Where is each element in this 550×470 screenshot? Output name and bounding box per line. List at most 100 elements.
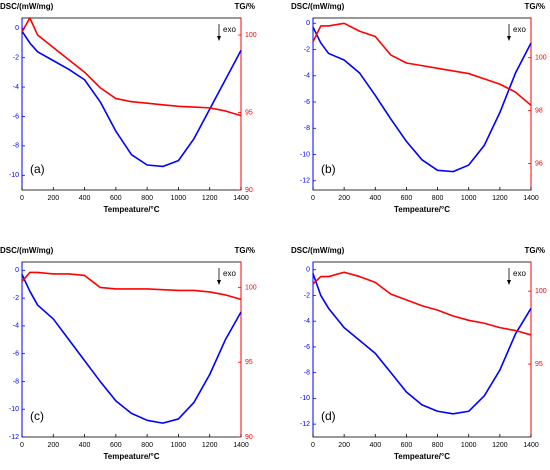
y-tick-label: -2 xyxy=(304,292,310,299)
x-tick-label: 800 xyxy=(141,195,153,202)
y-tick-label: -8 xyxy=(13,378,19,385)
x-tick-label: 400 xyxy=(369,195,381,202)
x-tick-label: 1200 xyxy=(492,195,508,202)
y2-tick-label: 90 xyxy=(245,187,253,194)
x-tick-label: 1400 xyxy=(523,442,539,449)
x-axis-label: Tempeature/°C xyxy=(394,205,450,214)
y-tick-label: -4 xyxy=(13,323,19,330)
plot-frame xyxy=(312,17,532,191)
x-tick-label: 600 xyxy=(110,442,122,449)
y-tick-label: -10 xyxy=(300,151,310,158)
y-tick-label: 0 xyxy=(306,20,310,27)
exo-arrow-head xyxy=(507,36,511,41)
x-tick-label: 800 xyxy=(432,442,444,449)
x-tick-label: 1000 xyxy=(171,442,187,449)
exo-label: exo xyxy=(223,269,236,278)
panel-label: (c) xyxy=(30,409,44,423)
y-axis-label: DSC/(mW/mg) xyxy=(291,246,345,255)
y-tick-label: -6 xyxy=(13,351,19,358)
y-tick-label: -4 xyxy=(13,84,19,91)
y2-axis-label: TG/% xyxy=(525,246,545,255)
x-tick-label: 200 xyxy=(338,442,350,449)
y2-tick-label: 100 xyxy=(245,32,257,39)
x-tick-label: 800 xyxy=(141,442,153,449)
x-tick-label: 400 xyxy=(79,442,91,449)
y-tick-label: -10 xyxy=(9,172,19,179)
plot-frame xyxy=(21,17,242,191)
y2-tick-label: 100 xyxy=(535,288,547,295)
y2-axis-label: TG/% xyxy=(235,2,255,11)
y-tick-label: -2 xyxy=(13,55,19,62)
x-tick-label: 600 xyxy=(401,195,413,202)
x-tick-label: 400 xyxy=(79,195,91,202)
y-tick-label: -10 xyxy=(300,395,310,402)
y2-tick-label: 96 xyxy=(535,160,543,167)
y-axis-label: DSC/(mW/mg) xyxy=(0,246,54,255)
y2-axis-label: TG/% xyxy=(525,2,545,11)
x-tick-label: 0 xyxy=(20,442,24,449)
x-tick-label: 0 xyxy=(311,195,315,202)
y2-tick-label: 95 xyxy=(535,361,543,368)
exo-label: exo xyxy=(513,25,526,34)
panel-label: (b) xyxy=(321,162,336,176)
data-line xyxy=(21,274,242,424)
y2-tick-label: 90 xyxy=(245,434,253,441)
x-tick-label: 1200 xyxy=(492,442,508,449)
y2-tick-label: 98 xyxy=(535,107,543,114)
y-tick-label: -2 xyxy=(304,46,310,53)
y2-tick-label: 95 xyxy=(245,109,253,116)
y2-tick-label: 100 xyxy=(245,284,257,291)
x-tick-label: 1000 xyxy=(461,195,477,202)
exo-label: exo xyxy=(223,25,236,34)
x-tick-label: 1200 xyxy=(202,442,218,449)
y-tick-label: 0 xyxy=(15,25,19,32)
x-tick-label: 1000 xyxy=(461,442,477,449)
data-line xyxy=(312,271,532,336)
panel-label: (d) xyxy=(321,409,336,423)
y-tick-label: -12 xyxy=(300,178,310,185)
x-tick-label: 1000 xyxy=(171,195,187,202)
y-tick-label: -12 xyxy=(9,434,19,441)
y-tick-label: -8 xyxy=(13,143,19,150)
x-tick-label: 200 xyxy=(47,195,59,202)
x-axis-label: Tempeature/°C xyxy=(104,205,160,214)
y-tick-label: -6 xyxy=(304,344,310,351)
x-tick-label: 200 xyxy=(47,442,59,449)
x-tick-label: 1400 xyxy=(523,195,539,202)
y-tick-label: -8 xyxy=(304,370,310,377)
y-tick-label: -12 xyxy=(300,421,310,428)
x-tick-label: 400 xyxy=(369,442,381,449)
x-tick-label: 600 xyxy=(110,195,122,202)
x-tick-label: 1200 xyxy=(202,195,218,202)
y-tick-label: -6 xyxy=(13,113,19,120)
data-line xyxy=(21,271,242,301)
y-tick-label: -2 xyxy=(13,295,19,302)
plot-frame xyxy=(312,261,532,438)
y-tick-label: -4 xyxy=(304,73,310,80)
y2-tick-label: 95 xyxy=(245,359,253,366)
y2-tick-label: 100 xyxy=(535,55,547,62)
data-line xyxy=(312,26,532,173)
y-tick-label: -8 xyxy=(304,125,310,132)
exo-arrow-head xyxy=(507,280,511,285)
data-line xyxy=(21,30,242,168)
exo-arrow-head xyxy=(217,280,221,285)
data-line xyxy=(312,273,532,415)
x-tick-label: 800 xyxy=(432,195,444,202)
data-line xyxy=(312,22,532,106)
y-axis-label: DSC/(mW/mg) xyxy=(0,2,54,11)
y2-axis-label: TG/% xyxy=(235,246,255,255)
x-axis-label: Tempeature/°C xyxy=(104,452,160,461)
y-tick-label: 0 xyxy=(306,267,310,274)
y-tick-label: 0 xyxy=(15,267,19,274)
y-axis-label: DSC/(mW/mg) xyxy=(291,2,345,11)
y-tick-label: -6 xyxy=(304,99,310,106)
x-tick-label: 0 xyxy=(311,442,315,449)
x-tick-label: 0 xyxy=(20,195,24,202)
exo-arrow-head xyxy=(217,36,221,41)
y-tick-label: -10 xyxy=(9,406,19,413)
data-line xyxy=(21,17,242,117)
exo-label: exo xyxy=(513,269,526,278)
y-tick-label: -4 xyxy=(304,318,310,325)
